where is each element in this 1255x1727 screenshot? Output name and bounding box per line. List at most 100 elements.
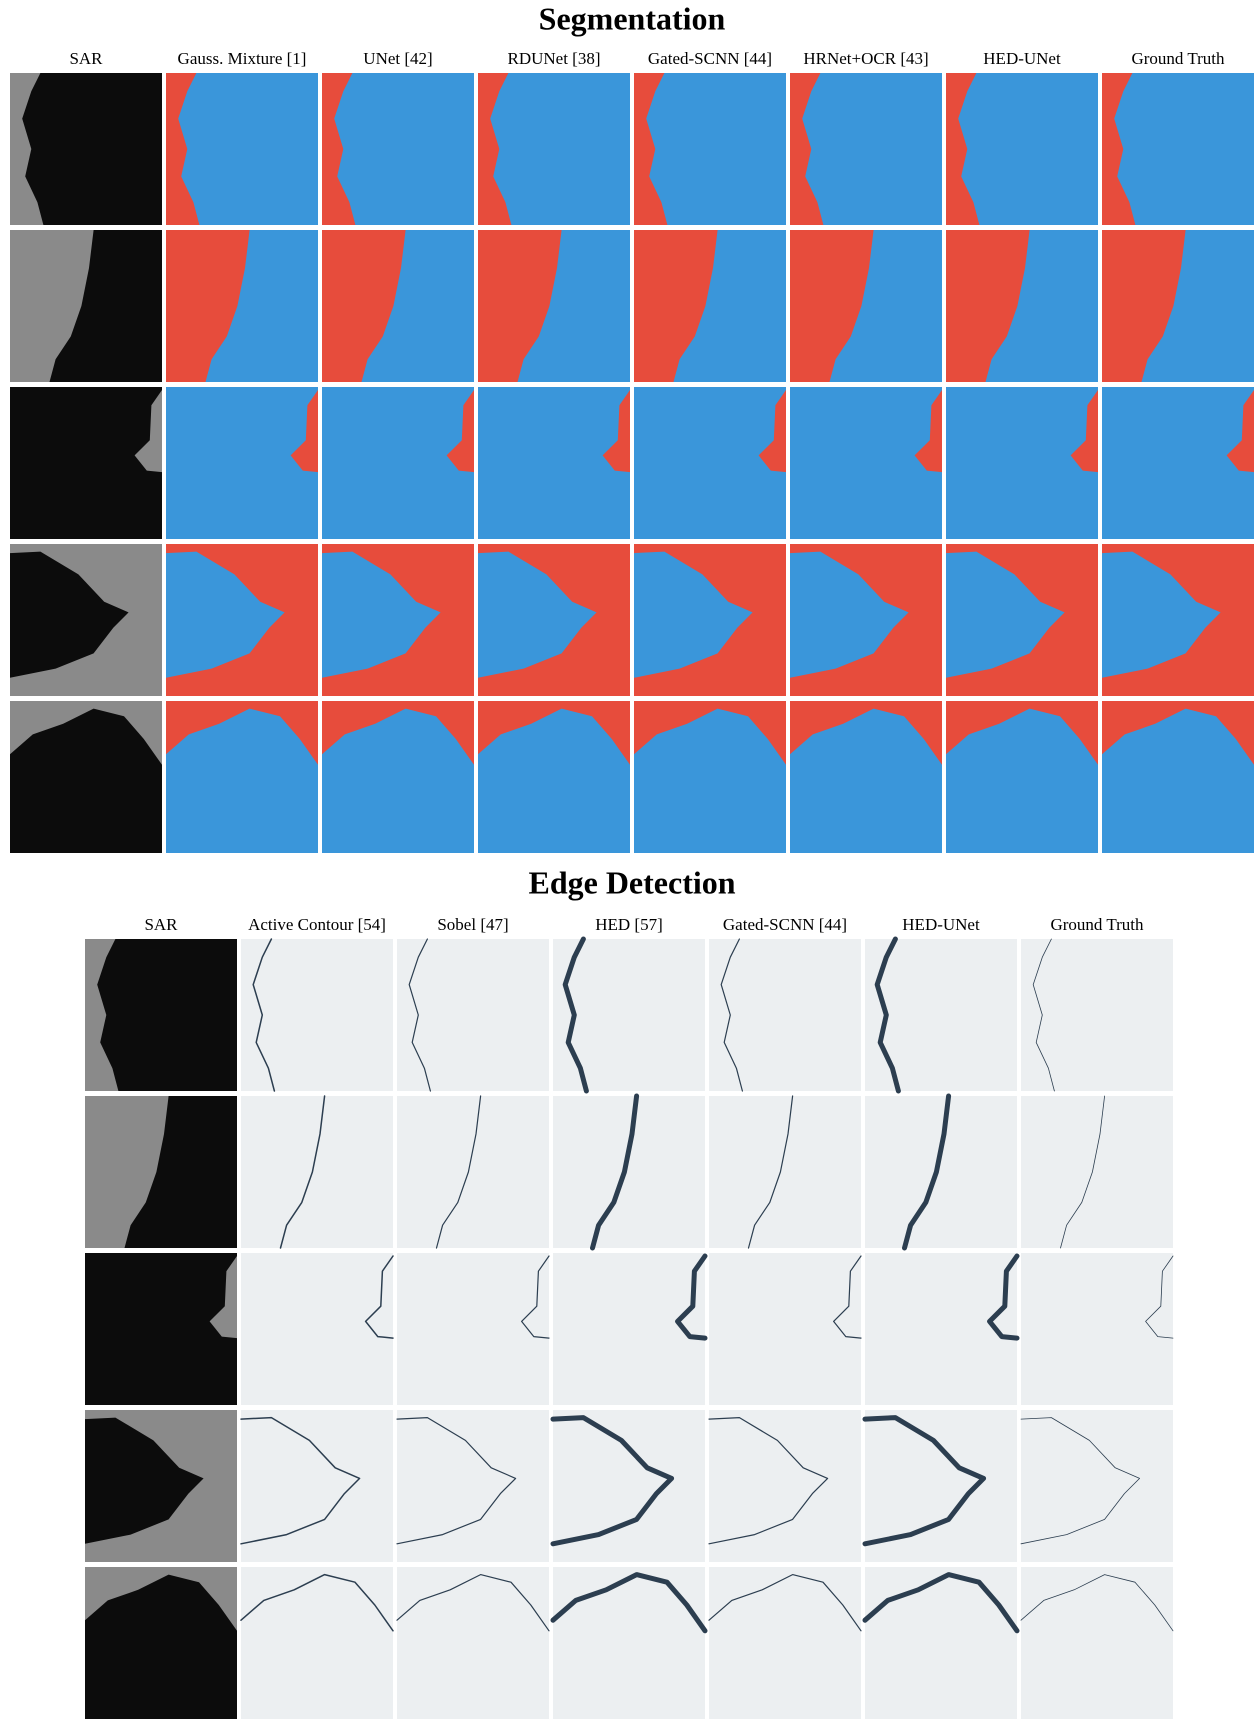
segmentation-map [322,230,474,382]
segmentation-map [790,387,942,539]
sar-image [10,701,162,853]
edge-map [1021,939,1173,1091]
edge-map [1021,1096,1173,1248]
ocean-region [1102,387,1254,539]
segmentation-map [634,73,786,225]
edge-map [865,1253,1017,1405]
edge-map [865,1096,1017,1248]
edge-map [397,939,549,1091]
edge-map [709,1096,861,1248]
segmentation-map [322,73,474,225]
segmentation-map [946,701,1098,853]
edge-background [553,1567,705,1719]
segmentation-map [478,701,630,853]
column-label: Gauss. Mixture [1] [178,49,307,68]
edge-background [241,1567,393,1719]
ocean-region [322,387,474,539]
column-label: HRNet+OCR [43] [803,49,928,68]
edge-map [397,1410,549,1562]
edge-background [1021,1096,1173,1248]
edge-map [397,1567,549,1719]
sar-image [85,1410,237,1562]
column-label: Ground Truth [1131,49,1225,68]
segmentation-map [478,387,630,539]
segmentation-map [1102,701,1254,853]
edge-map [553,1253,705,1405]
column-label: Gated-SCNN [44] [648,49,772,68]
edge-background [553,1096,705,1248]
sar-image [10,544,162,696]
ocean-region [946,387,1098,539]
edge-background [241,1096,393,1248]
segmentation-map [790,701,942,853]
edge-map [397,1253,549,1405]
segmentation-map [478,544,630,696]
segmentation-map [166,544,318,696]
edge-map [865,1410,1017,1562]
segmentation-map [166,230,318,382]
edge-background [709,1253,861,1405]
ocean-region [166,387,318,539]
edge-background [1021,939,1173,1091]
edge-background [241,1253,393,1405]
column-label: Sobel [47] [437,915,508,934]
edge-background [865,1096,1017,1248]
edge-map [241,1096,393,1248]
edge-map [865,939,1017,1091]
edge-map [553,1096,705,1248]
segmentation-map [790,544,942,696]
edge-background [865,1567,1017,1719]
segmentation-map [1102,387,1254,539]
ocean-region [790,387,942,539]
edge-map [709,1253,861,1405]
column-label: HED-UNet [983,49,1061,68]
edge-map [709,1567,861,1719]
edge-background [397,939,549,1091]
ocean-region [478,387,630,539]
section-title: Edge Detection [528,864,735,900]
edge-background [397,1567,549,1719]
column-label: Ground Truth [1050,915,1144,934]
segmentation-map [322,544,474,696]
column-label: HED [57] [595,915,663,934]
edge-map [397,1096,549,1248]
segmentation-map [166,73,318,225]
segmentation-map [946,230,1098,382]
edge-map [709,939,861,1091]
sar-image [10,387,162,539]
image-background [85,1253,237,1405]
segmentation-map [166,387,318,539]
segmentation-map [478,73,630,225]
edge-map [241,1253,393,1405]
edge-map [553,939,705,1091]
ocean-region [634,387,786,539]
edge-background [1021,1567,1173,1719]
edge-map [241,1410,393,1562]
segmentation-map [322,387,474,539]
sar-image [10,73,162,225]
edge-background [709,1567,861,1719]
segmentation-map [1102,544,1254,696]
column-label: SAR [69,49,103,68]
edge-background [709,939,861,1091]
sar-image [85,1253,237,1405]
edge-map [1021,1410,1173,1562]
edge-map [1021,1253,1173,1405]
section-title: Segmentation [539,0,726,36]
segmentation-map [1102,230,1254,382]
segmentation-map [634,701,786,853]
edge-background [241,939,393,1091]
edge-background [397,1096,549,1248]
edge-map [553,1410,705,1562]
figure: Segmentation Edge Detection SAR Gauss. Mi… [0,0,1255,1722]
sar-image [10,230,162,382]
segmentation-map [634,387,786,539]
column-label: UNet [42] [363,49,432,68]
sar-image [85,939,237,1091]
segmentation-map [478,230,630,382]
edge-background [709,1096,861,1248]
sar-image [85,1567,237,1719]
segmentation-map [634,230,786,382]
segmentation-map [322,701,474,853]
edge-map [241,1567,393,1719]
